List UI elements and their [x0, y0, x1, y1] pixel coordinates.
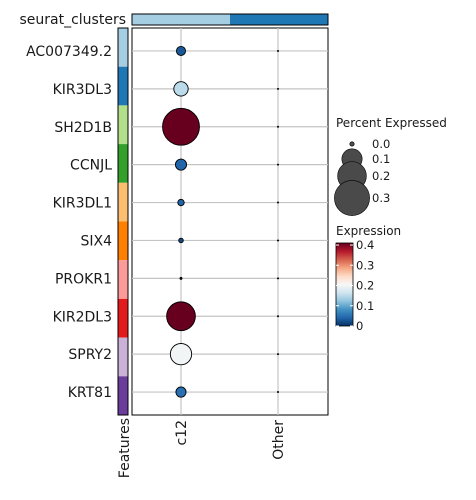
feature-annotation-cell — [118, 144, 128, 183]
row-label: SIX4 — [80, 233, 112, 249]
feature-annotation-cell — [118, 376, 128, 415]
plot-panel — [131, 27, 329, 416]
top-annotation-label: seurat_clusters — [19, 12, 126, 28]
feature-annotation-cell — [118, 66, 128, 106]
row-label: SPRY2 — [68, 347, 112, 363]
row-label: KIR2DL3 — [53, 309, 112, 325]
dot — [177, 198, 185, 207]
feature-annotation-cell — [118, 260, 128, 299]
top-annotation: seurat_clusters — [19, 12, 329, 28]
dot — [173, 81, 189, 97]
feature-annotation-cell — [118, 298, 128, 338]
dot — [176, 45, 186, 56]
column-labels: c12 Other — [174, 420, 287, 460]
row-labels: AC007349.2 KIR3DL3 SH2D1B CCNJL KIR3DL1 SIX4 P… — [26, 44, 112, 401]
column-label: c12 — [174, 420, 190, 446]
row-label: SH2D1B — [54, 120, 112, 136]
feature-annotation-cell — [118, 28, 128, 67]
color-legend-bar — [335, 242, 354, 327]
size-legend-dot — [349, 141, 355, 147]
top-annotation-cell — [230, 14, 328, 25]
dot — [277, 201, 279, 204]
color-legend-tick-label: 0.2 — [356, 279, 374, 293]
dot — [277, 353, 279, 356]
size-legend-label: 0.0 — [372, 137, 390, 151]
row-label: KIR3DL1 — [53, 196, 112, 212]
color-legend-tick-label: 0.1 — [356, 299, 374, 313]
row-label: KRT81 — [68, 385, 112, 401]
size-legend-label: 0.1 — [372, 152, 390, 166]
dot — [162, 107, 200, 146]
size-legend-label: 0.3 — [372, 191, 390, 205]
row-label: PROKR1 — [55, 271, 112, 287]
dot — [178, 237, 184, 244]
left-annotation-label: Features — [117, 418, 133, 478]
feature-annotation — [117, 27, 129, 416]
dot — [277, 315, 279, 318]
row-label: CCNJL — [70, 158, 112, 174]
column-label: Other — [271, 420, 287, 460]
dot — [277, 87, 279, 90]
feature-annotation-cell — [118, 221, 128, 261]
size-legend-label: 0.2 — [372, 169, 390, 183]
row-label: AC007349.2 — [26, 44, 112, 60]
dot — [277, 163, 279, 166]
feature-annotation-cell — [118, 337, 128, 377]
color-legend: Expression 0.4 0.3 0.2 0.1 0 — [335, 224, 401, 333]
row-label: KIR3DL3 — [53, 82, 112, 98]
dot — [169, 343, 193, 366]
color-legend-tick-label: 0 — [356, 319, 363, 333]
color-legend-tick-label: 0.3 — [356, 258, 374, 272]
dot — [166, 301, 196, 332]
size-legend: Percent Expressed 0.00.1 0.2 0.3 — [334, 116, 447, 216]
color-legend-title: Expression — [336, 224, 401, 238]
size-legend-dot — [334, 180, 370, 216]
dot — [174, 158, 188, 171]
feature-annotation-cell — [118, 105, 128, 145]
dot — [277, 239, 279, 242]
top-annotation-cell — [132, 14, 230, 25]
dot — [277, 391, 279, 394]
dot — [277, 277, 279, 280]
dot — [277, 49, 279, 52]
feature-annotation-cell — [118, 182, 128, 222]
color-legend-tick-label: 0.4 — [356, 238, 374, 252]
dot — [175, 386, 187, 398]
dot — [179, 276, 183, 280]
dot — [277, 125, 279, 128]
size-legend-title: Percent Expressed — [336, 116, 447, 130]
dots — [162, 45, 279, 398]
